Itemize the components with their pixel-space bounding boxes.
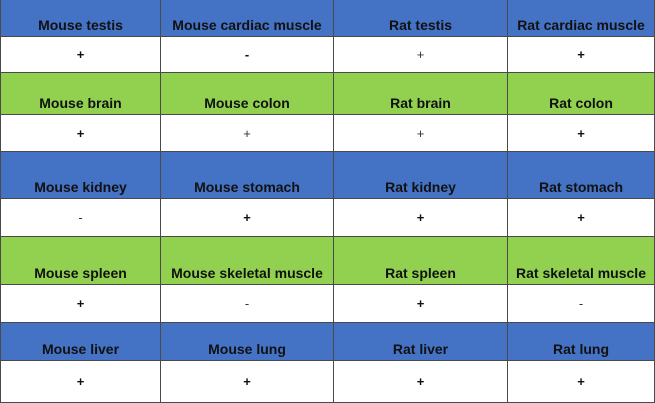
value-cell: - xyxy=(161,285,334,323)
header-cell: Rat liver xyxy=(334,323,508,361)
header-cell: Mouse kidney xyxy=(0,152,161,199)
header-cell: Mouse skeletal muscle xyxy=(161,237,334,285)
header-cell: Rat kidney xyxy=(334,152,508,199)
header-cell: Rat colon xyxy=(508,73,655,115)
value-cell: + xyxy=(0,37,161,73)
value-cell: + xyxy=(334,115,508,152)
header-cell: Mouse testis xyxy=(0,0,161,37)
header-cell: Mouse lung xyxy=(161,323,334,361)
value-cell: + xyxy=(508,37,655,73)
value-cell: + xyxy=(334,37,508,73)
value-cell: + xyxy=(161,115,334,152)
value-cell: + xyxy=(0,361,161,403)
header-cell: Rat lung xyxy=(508,323,655,361)
value-cell: + xyxy=(0,285,161,323)
value-cell: + xyxy=(334,361,508,403)
header-cell: Mouse stomach xyxy=(161,152,334,199)
header-cell: Mouse colon xyxy=(161,73,334,115)
header-cell: Mouse brain xyxy=(0,73,161,115)
header-cell: Rat skeletal muscle xyxy=(508,237,655,285)
value-cell: - xyxy=(0,199,161,237)
value-cell: - xyxy=(508,285,655,323)
value-cell: + xyxy=(508,115,655,152)
header-cell: Mouse cardiac muscle xyxy=(161,0,334,37)
header-cell: Rat cardiac muscle xyxy=(508,0,655,37)
header-cell: Rat spleen xyxy=(334,237,508,285)
header-cell: Rat brain xyxy=(334,73,508,115)
header-cell: Rat testis xyxy=(334,0,508,37)
value-cell: + xyxy=(0,115,161,152)
header-cell: Rat stomach xyxy=(508,152,655,199)
header-cell: Mouse spleen xyxy=(0,237,161,285)
value-cell: + xyxy=(161,199,334,237)
value-cell: + xyxy=(161,361,334,403)
header-cell: Mouse liver xyxy=(0,323,161,361)
value-cell: + xyxy=(334,199,508,237)
value-cell: + xyxy=(508,199,655,237)
value-cell: + xyxy=(508,361,655,403)
value-cell: - xyxy=(161,37,334,73)
value-cell: + xyxy=(334,285,508,323)
